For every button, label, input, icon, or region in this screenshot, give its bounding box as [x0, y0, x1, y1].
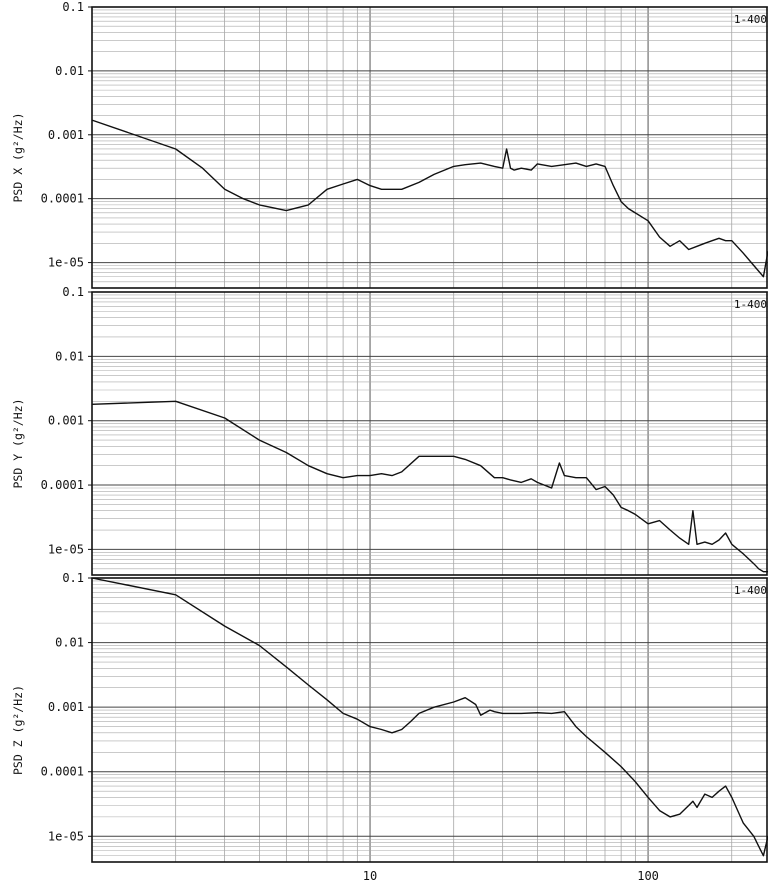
plot-frame: [91, 291, 768, 576]
plot-frame: [91, 6, 768, 289]
range-tag: 1-400: [734, 584, 767, 597]
range-tag: 1-400: [734, 298, 767, 311]
y-tick-label: 0.1: [62, 0, 84, 14]
psd-series-line: [91, 577, 768, 857]
y-tick-label: 0.001: [48, 700, 84, 714]
y-tick-label: 0.01: [55, 349, 84, 363]
psd-series-line: [91, 400, 768, 573]
x-tick-label: 10: [363, 869, 377, 883]
y-axis-label: PSD Y (g²/Hz): [11, 398, 25, 488]
y-tick-label: 1e-05: [48, 256, 84, 270]
y-tick-label: 0.0001: [41, 478, 84, 492]
y-tick-label: 0.01: [55, 636, 84, 650]
y-tick-label: 1e-05: [48, 829, 84, 843]
y-axis-label: PSD X (g²/Hz): [11, 112, 25, 202]
y-tick-label: 0.1: [62, 285, 84, 299]
y-tick-label: 0.001: [48, 414, 84, 428]
y-axis-label: PSD Z (g²/Hz): [11, 685, 25, 775]
y-tick-label: 0.01: [55, 64, 84, 78]
x-tick-label: 100: [637, 869, 659, 883]
y-tick-label: 0.001: [48, 128, 84, 142]
y-tick-label: 0.0001: [41, 192, 84, 206]
plot-frame: [91, 577, 768, 863]
y-tick-label: 0.0001: [41, 765, 84, 779]
y-tick-label: 1e-05: [48, 542, 84, 556]
y-tick-label: 0.1: [62, 571, 84, 585]
psd-series-line: [91, 119, 768, 278]
range-tag: 1-400: [734, 13, 767, 26]
